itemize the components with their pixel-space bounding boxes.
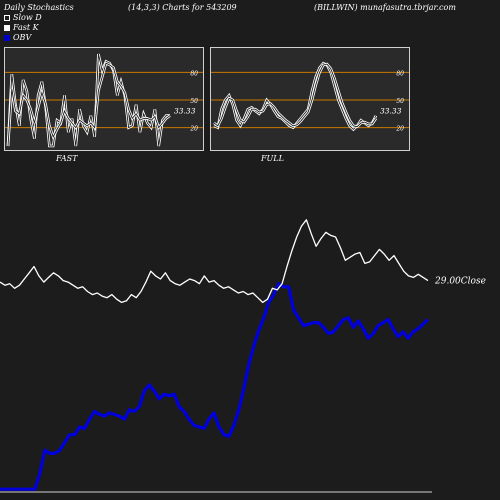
close-last-value-label: 29.00Close xyxy=(434,277,486,287)
obv-swatch xyxy=(4,35,10,41)
legend-label-slow-d: Slow D xyxy=(13,13,42,22)
legend-item-fast-k: Fast K xyxy=(4,23,42,33)
full-level-20-label: 20 xyxy=(395,126,404,133)
full-panel-title: FULL xyxy=(261,154,284,163)
legend-label-fast-k: Fast K xyxy=(13,23,39,32)
fast-series-1-core xyxy=(7,62,171,147)
close-price-line xyxy=(0,219,429,304)
full-series-0-line xyxy=(213,61,378,132)
fast-stochastic-chart: 80 50 20 33.33 xyxy=(5,53,203,148)
fast-k-swatch xyxy=(4,25,10,31)
full-last-value-label: 33.33 xyxy=(380,107,402,116)
fast-level-20-label: 20 xyxy=(189,126,198,133)
full-stochastic-panel: 80 50 20 33.33 xyxy=(210,47,410,151)
header-left: Daily Stochastics xyxy=(4,3,74,12)
header-right: (BILLWIN) munafasutra.tbrjar.com xyxy=(314,3,456,12)
full-level-80-label: 80 xyxy=(396,70,404,77)
fast-last-value-label: 33.33 xyxy=(174,107,196,116)
full-series-0-core xyxy=(213,62,377,131)
fast-panel-title: FAST xyxy=(56,154,78,163)
full-series-1-core xyxy=(213,63,377,128)
fast-level-50-label: 50 xyxy=(190,98,198,105)
obv-line xyxy=(0,282,430,491)
header-center: (14,3,3) Charts for 543209 xyxy=(128,3,237,12)
legend-item-obv: OBV xyxy=(4,33,42,43)
slow-d-swatch xyxy=(4,15,10,21)
legend-label-obv: OBV xyxy=(13,33,32,42)
legend-item-slow-d: Slow D xyxy=(4,13,42,23)
full-stochastic-chart: 80 50 20 33.33 xyxy=(211,61,409,133)
full-series-1-line xyxy=(213,62,378,129)
full-level-50-label: 50 xyxy=(396,98,404,105)
fast-level-80-label: 80 xyxy=(190,70,198,77)
fast-stochastic-panel: 80 50 20 33.33 xyxy=(4,47,204,151)
legend: Slow D Fast K OBV xyxy=(4,13,42,43)
